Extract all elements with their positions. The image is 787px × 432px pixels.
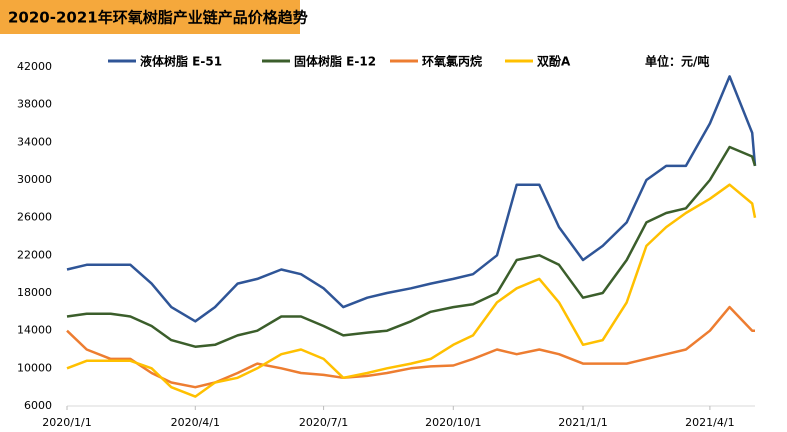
- x-tick-label: 2020/10/1: [425, 416, 481, 429]
- y-tick-label: 14000: [17, 324, 52, 337]
- unit-note: 单位：元/吨: [645, 54, 709, 69]
- x-tick-label: 2020/7/1: [299, 416, 348, 429]
- y-tick-label: 26000: [17, 211, 52, 224]
- y-tick-label: 6000: [24, 399, 52, 412]
- y-tick-label: 10000: [17, 361, 52, 374]
- x-tick-label: 2021/4/1: [685, 416, 734, 429]
- y-tick-label: 30000: [17, 173, 52, 186]
- chart-title: 2020-2021年环氧树脂产业链产品价格趋势: [8, 9, 308, 27]
- title-box: [0, 0, 300, 34]
- x-tick-label: 2020/1/1: [42, 416, 91, 429]
- x-tick-label: 2021/1/1: [558, 416, 607, 429]
- series-line: [66, 145, 757, 348]
- series-line: [66, 305, 755, 389]
- legend-label: 环氧氯丙烷: [422, 54, 482, 69]
- y-tick-label: 22000: [17, 248, 52, 261]
- y-tick-label: 42000: [17, 60, 52, 73]
- y-tick-label: 38000: [17, 98, 52, 111]
- legend-label: 双酚A: [537, 55, 571, 69]
- series-line: [66, 183, 757, 398]
- legend-label: 固体树脂 E-12: [294, 54, 376, 69]
- x-tick-label: 2020/4/1: [171, 416, 220, 429]
- y-tick-label: 18000: [17, 286, 52, 299]
- series-line: [66, 75, 757, 323]
- legend-label: 液体树脂 E-51: [140, 54, 222, 69]
- y-tick-label: 34000: [17, 135, 52, 148]
